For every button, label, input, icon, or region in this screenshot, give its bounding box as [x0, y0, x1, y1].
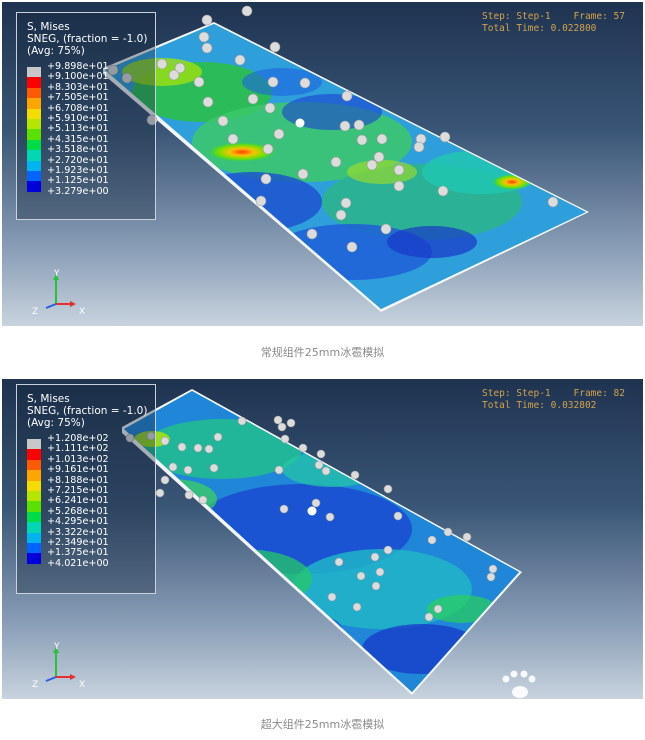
legend-value: +1.375e+01 [47, 547, 109, 559]
legend-value: +5.268e+01 [47, 505, 109, 517]
x-axis-label: X [79, 307, 85, 317]
total-time-line: Total Time: 0.032802 [482, 400, 597, 411]
axis-triad: Y X Z [32, 269, 85, 317]
legend-value: +1.111e+02 [47, 443, 109, 455]
legend-swatch [27, 501, 41, 512]
step-frame-info: Step: Step-1 Frame: 82 Total Time: 0.0328… [482, 388, 625, 412]
legend-value: +1.208e+02 [47, 433, 109, 444]
z-axis-arrow [45, 303, 57, 309]
legend-swatch [27, 439, 41, 450]
impact-center-marker [295, 118, 305, 128]
stress-legend: S, Mises SNEG, (fraction = -1.0) (Avg: 7… [16, 12, 156, 220]
caption-large-module: 超大组件25mm冰雹模拟 [260, 718, 385, 731]
legend-value: +9.161e+01 [47, 464, 109, 476]
legend-value: +2.720e+01 [47, 154, 109, 166]
stress-legend: S, Mises SNEG, (fraction = -1.0) (Avg: 7… [16, 384, 156, 594]
legend-title: S, Mises [27, 21, 70, 33]
step-frame-line: Step: Step-1 Frame: 57 [482, 11, 625, 22]
axis-triad: Y X Z [32, 642, 85, 690]
legend-value: +2.349e+01 [47, 536, 109, 548]
impact-center-marker [307, 506, 317, 516]
legend-value: +4.021e+00 [47, 557, 109, 569]
legend-value: +7.505e+01 [47, 92, 109, 104]
legend-value: +6.241e+01 [47, 495, 109, 507]
z-axis-label: Z [32, 307, 38, 317]
z-axis-label: Z [32, 680, 38, 690]
step-frame-line: Step: Step-1 Frame: 82 [482, 388, 625, 399]
legend-swatch [27, 490, 41, 502]
hail-balls [107, 5, 559, 253]
legend-swatch [27, 87, 41, 99]
legend-subtitle: SNEG, (fraction = -1.0) [27, 33, 148, 45]
legend-swatch [27, 532, 41, 543]
legend-value: +3.322e+01 [47, 526, 109, 538]
x-axis-label: X [79, 680, 85, 690]
legend-value: +5.910e+01 [47, 112, 109, 124]
legend-swatch [27, 139, 41, 151]
legend-swatch [27, 542, 41, 554]
legend-swatch [27, 459, 41, 471]
legend-value: +5.113e+01 [47, 123, 109, 135]
stress-contour-plot [103, 5, 589, 312]
legend-value: +3.518e+01 [47, 144, 109, 156]
hail-balls [125, 415, 498, 622]
paw-watermark-icon [502, 670, 536, 698]
legend-color-bar [27, 439, 41, 564]
legend-value: +4.315e+01 [47, 133, 109, 145]
legend-value: +9.100e+01 [47, 71, 109, 83]
legend-value-labels: +1.208e+02 +1.111e+02 +1.013e+02 +9.161e… [47, 433, 109, 569]
legend-swatch [27, 98, 41, 109]
y-axis-label: Y [53, 269, 60, 279]
legend-value: +9.898e+01 [47, 61, 109, 72]
legend-title: S, Mises [27, 393, 70, 405]
z-axis-arrow [45, 676, 57, 682]
legend-swatch [27, 522, 41, 533]
legend-swatch [27, 150, 41, 161]
legend-value: +6.708e+01 [47, 102, 109, 114]
legend-value: +8.303e+01 [47, 81, 109, 93]
legend-value: +1.923e+01 [47, 164, 109, 176]
legend-swatch [27, 181, 41, 192]
legend-value: +1.013e+02 [47, 453, 109, 465]
legend-averaging: (Avg: 75%) [27, 45, 85, 57]
legend-value: +3.279e+00 [47, 185, 109, 197]
legend-value: +4.295e+01 [47, 516, 109, 528]
simulation-viewport-standard: S, Mises SNEG, (fraction = -1.0) (Avg: 7… [2, 2, 643, 326]
legend-swatch [27, 108, 41, 119]
legend-value: +7.215e+01 [47, 484, 109, 496]
total-time-line: Total Time: 0.022800 [482, 23, 597, 34]
legend-value: +1.125e+01 [47, 175, 109, 187]
caption-standard-module: 常规组件25mm冰雹模拟 [260, 346, 385, 359]
legend-swatch [27, 67, 41, 78]
legend-swatch [27, 160, 41, 171]
legend-value-labels: +9.898e+01 +9.100e+01 +8.303e+01 +7.505e… [47, 61, 109, 197]
legend-swatch [27, 553, 41, 564]
legend-swatch [27, 77, 41, 88]
legend-averaging: (Avg: 75%) [27, 417, 85, 429]
legend-swatch [27, 449, 41, 460]
legend-swatch [27, 170, 41, 182]
contour-field [105, 24, 586, 309]
legend-subtitle: SNEG, (fraction = -1.0) [27, 405, 148, 417]
step-frame-info: Step: Step-1 Frame: 57 Total Time: 0.0228… [482, 11, 625, 35]
legend-swatch [27, 470, 41, 481]
legend-swatch [27, 480, 41, 491]
stress-contour-plot [122, 389, 536, 698]
simulation-viewport-large: S, Mises SNEG, (fraction = -1.0) (Avg: 7… [2, 379, 643, 699]
legend-value: +8.188e+01 [47, 474, 109, 486]
legend-color-bar [27, 67, 41, 192]
legend-swatch [27, 511, 41, 523]
y-axis-label: Y [53, 642, 60, 652]
legend-swatch [27, 129, 41, 140]
legend-swatch [27, 118, 41, 130]
